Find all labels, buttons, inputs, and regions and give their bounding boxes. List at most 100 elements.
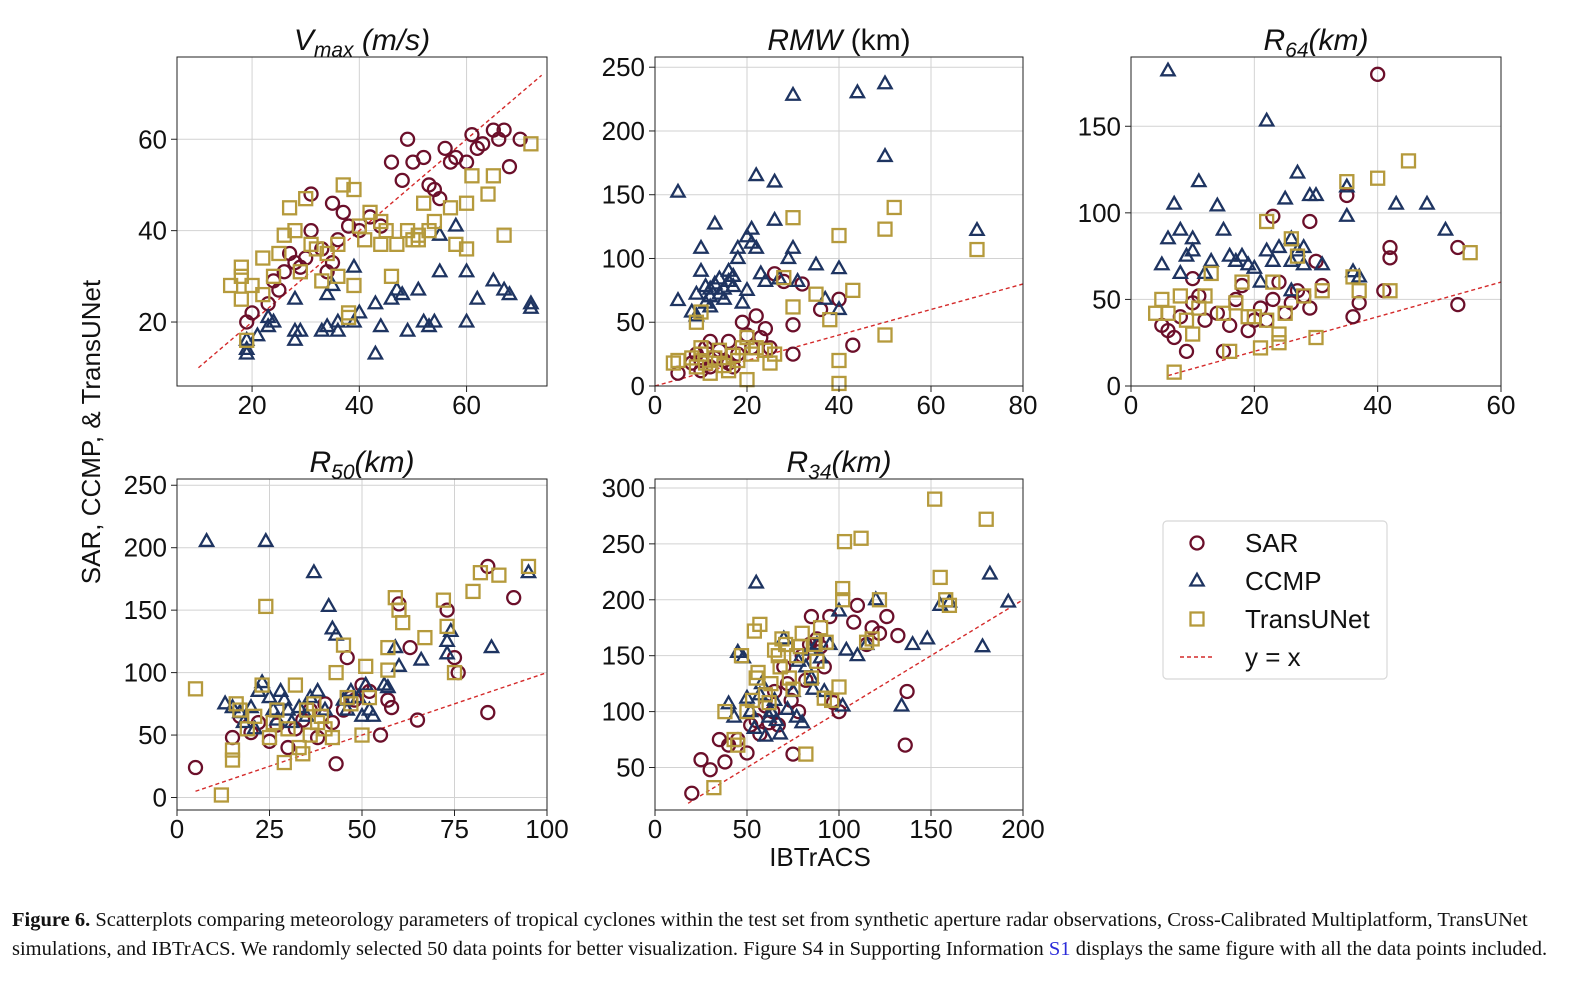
data-point (1283, 231, 1299, 247)
data-point (835, 592, 851, 608)
data-point (849, 597, 866, 614)
data-point (745, 718, 763, 734)
data-point (822, 312, 838, 328)
data-point (264, 312, 283, 328)
data-point (346, 277, 362, 294)
data-point (1259, 213, 1275, 230)
data-point (364, 706, 382, 722)
y-tick-label: 150 (124, 595, 167, 625)
x-tick-label: 25 (255, 814, 284, 844)
data-point (213, 787, 230, 803)
data-point (458, 195, 475, 211)
data-point (871, 592, 888, 608)
data-point (706, 214, 724, 230)
data-point (886, 199, 902, 216)
data-point (380, 692, 396, 708)
legend-box (1162, 520, 1388, 680)
data-point (395, 614, 411, 631)
data-point (522, 294, 540, 310)
data-point (729, 238, 747, 254)
data-point (390, 656, 408, 672)
data-point (1184, 241, 1202, 257)
data-point (688, 314, 705, 330)
data-point (435, 592, 452, 608)
scatter-panel-2: 0 20 40 60 80 0 50 100 150 200 250 RMW (km) (602, 24, 1038, 420)
data-point (255, 250, 271, 266)
data-point (410, 227, 426, 243)
data-point (1265, 274, 1281, 290)
axes-frame (1130, 56, 1502, 387)
data-point (1338, 177, 1356, 193)
data-point (717, 754, 733, 770)
data-point (187, 759, 204, 776)
data-point (830, 299, 848, 316)
data-point (297, 706, 316, 722)
data-point (748, 308, 764, 324)
data-point (803, 670, 820, 686)
data-point (222, 277, 239, 294)
y-tick-label: 60 (138, 124, 167, 154)
data-point (684, 785, 700, 801)
data-point (1202, 251, 1220, 267)
data-point (816, 289, 834, 305)
y-tick-label: 200 (602, 585, 645, 615)
data-point (394, 172, 410, 189)
data-point (464, 127, 480, 143)
data-point (1148, 305, 1164, 321)
data-point (830, 259, 848, 275)
data-point (1370, 66, 1386, 82)
data-point (818, 634, 834, 650)
data-point (812, 620, 829, 636)
data-point (279, 700, 297, 716)
data-point (771, 724, 789, 740)
data-point (491, 567, 507, 583)
data-point (785, 317, 801, 333)
data-point (846, 614, 862, 630)
data-point (831, 679, 847, 695)
data-point (1264, 251, 1282, 267)
x-tick-label: 20 (238, 390, 267, 420)
data-point (692, 261, 710, 277)
identity-line (687, 599, 1023, 804)
data-point (687, 284, 705, 300)
data-point (340, 309, 357, 326)
data-point (432, 191, 448, 207)
data-point (480, 186, 496, 202)
data-point (738, 227, 756, 243)
data-point (1382, 283, 1398, 299)
data-point (1172, 288, 1188, 304)
data-point (831, 227, 847, 244)
data-point (1153, 255, 1171, 271)
data-point (1239, 255, 1257, 271)
data-point (324, 729, 341, 746)
data-point (496, 122, 512, 138)
data-point (693, 363, 709, 379)
y-tick-label: 0 (631, 371, 645, 401)
data-point (941, 597, 958, 614)
data-point (247, 708, 263, 724)
data-point (1160, 305, 1176, 321)
data-point (458, 241, 475, 257)
data-point (789, 648, 805, 664)
data-point (794, 625, 810, 641)
data-point (1208, 196, 1226, 212)
data-point (766, 346, 783, 362)
data-point (730, 737, 746, 753)
data-point (720, 333, 737, 350)
data-point (1234, 277, 1250, 294)
data-point (335, 177, 351, 193)
panel-title: RMW (km) (767, 24, 910, 57)
data-point (238, 330, 256, 346)
caption-link[interactable]: S1 (1048, 938, 1071, 960)
data-point (1215, 305, 1232, 321)
data-point (1313, 255, 1331, 271)
data-point (940, 592, 958, 608)
identity-line (1167, 281, 1501, 377)
data-point (785, 746, 801, 762)
data-point (757, 320, 774, 337)
data-point (999, 592, 1017, 608)
panel-title: R64(km) (1263, 24, 1368, 62)
data-point (1296, 288, 1312, 304)
data-point (389, 236, 405, 252)
data-point (357, 232, 373, 248)
